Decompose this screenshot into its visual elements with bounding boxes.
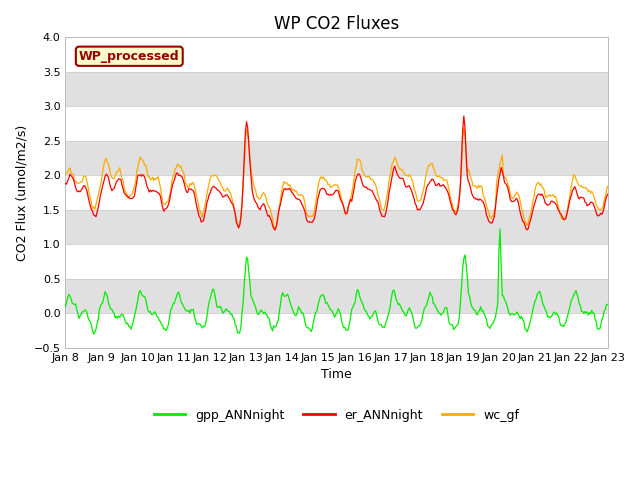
Title: WP CO2 Fluxes: WP CO2 Fluxes: [274, 15, 399, 33]
Bar: [65, 107, 607, 141]
Bar: [65, 141, 607, 175]
Bar: [65, 37, 607, 72]
Bar: [65, 244, 607, 279]
Bar: [65, 210, 607, 244]
Y-axis label: CO2 Flux (umol/m2/s): CO2 Flux (umol/m2/s): [15, 124, 28, 261]
Bar: [65, 72, 607, 107]
Bar: [65, 175, 607, 210]
X-axis label: Time: Time: [321, 368, 352, 381]
Legend: gpp_ANNnight, er_ANNnight, wc_gf: gpp_ANNnight, er_ANNnight, wc_gf: [149, 404, 524, 427]
Text: WP_processed: WP_processed: [79, 50, 180, 63]
Bar: [65, 279, 607, 313]
Bar: [65, 313, 607, 348]
